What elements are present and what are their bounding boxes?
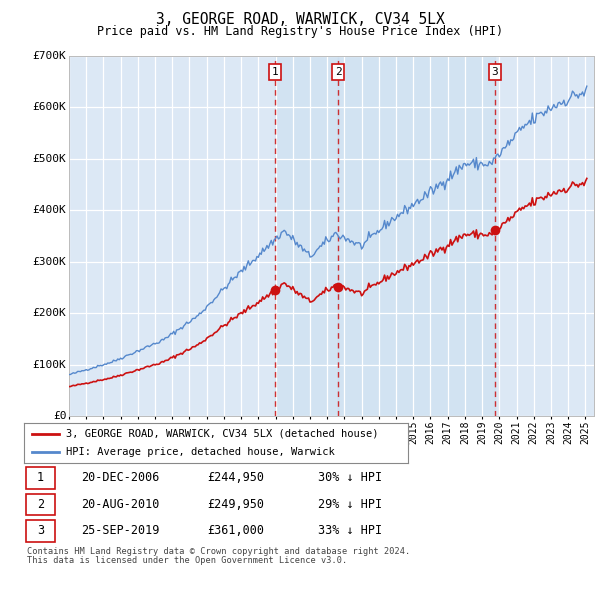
Text: 3, GEORGE ROAD, WARWICK, CV34 5LX: 3, GEORGE ROAD, WARWICK, CV34 5LX — [155, 12, 445, 27]
Text: £400K: £400K — [32, 205, 67, 215]
Text: HPI: Average price, detached house, Warwick: HPI: Average price, detached house, Warw… — [66, 447, 335, 457]
Text: 2: 2 — [335, 67, 341, 77]
Text: £700K: £700K — [32, 51, 67, 61]
Text: £361,000: £361,000 — [207, 525, 264, 537]
Text: 20-DEC-2006: 20-DEC-2006 — [81, 471, 160, 484]
Text: 3: 3 — [37, 525, 44, 537]
Text: 30% ↓ HPI: 30% ↓ HPI — [318, 471, 382, 484]
Text: £200K: £200K — [32, 308, 67, 318]
Text: 1: 1 — [271, 67, 278, 77]
Text: 20-AUG-2010: 20-AUG-2010 — [81, 498, 160, 511]
Text: £244,950: £244,950 — [207, 471, 264, 484]
Text: Price paid vs. HM Land Registry's House Price Index (HPI): Price paid vs. HM Land Registry's House … — [97, 25, 503, 38]
Text: Contains HM Land Registry data © Crown copyright and database right 2024.: Contains HM Land Registry data © Crown c… — [27, 547, 410, 556]
Text: £600K: £600K — [32, 103, 67, 113]
Text: £0: £0 — [53, 411, 67, 421]
Bar — [275, 56, 338, 416]
Text: 3, GEORGE ROAD, WARWICK, CV34 5LX (detached house): 3, GEORGE ROAD, WARWICK, CV34 5LX (detac… — [66, 429, 379, 439]
Text: 25-SEP-2019: 25-SEP-2019 — [81, 525, 160, 537]
Text: 1: 1 — [37, 471, 44, 484]
Text: £100K: £100K — [32, 359, 67, 369]
Text: 2: 2 — [37, 498, 44, 511]
Text: £500K: £500K — [32, 154, 67, 164]
Text: £300K: £300K — [32, 257, 67, 267]
Bar — [338, 56, 495, 416]
Text: £249,950: £249,950 — [207, 498, 264, 511]
Text: This data is licensed under the Open Government Licence v3.0.: This data is licensed under the Open Gov… — [27, 556, 347, 565]
Text: 3: 3 — [491, 67, 498, 77]
Text: 33% ↓ HPI: 33% ↓ HPI — [318, 525, 382, 537]
Text: 29% ↓ HPI: 29% ↓ HPI — [318, 498, 382, 511]
